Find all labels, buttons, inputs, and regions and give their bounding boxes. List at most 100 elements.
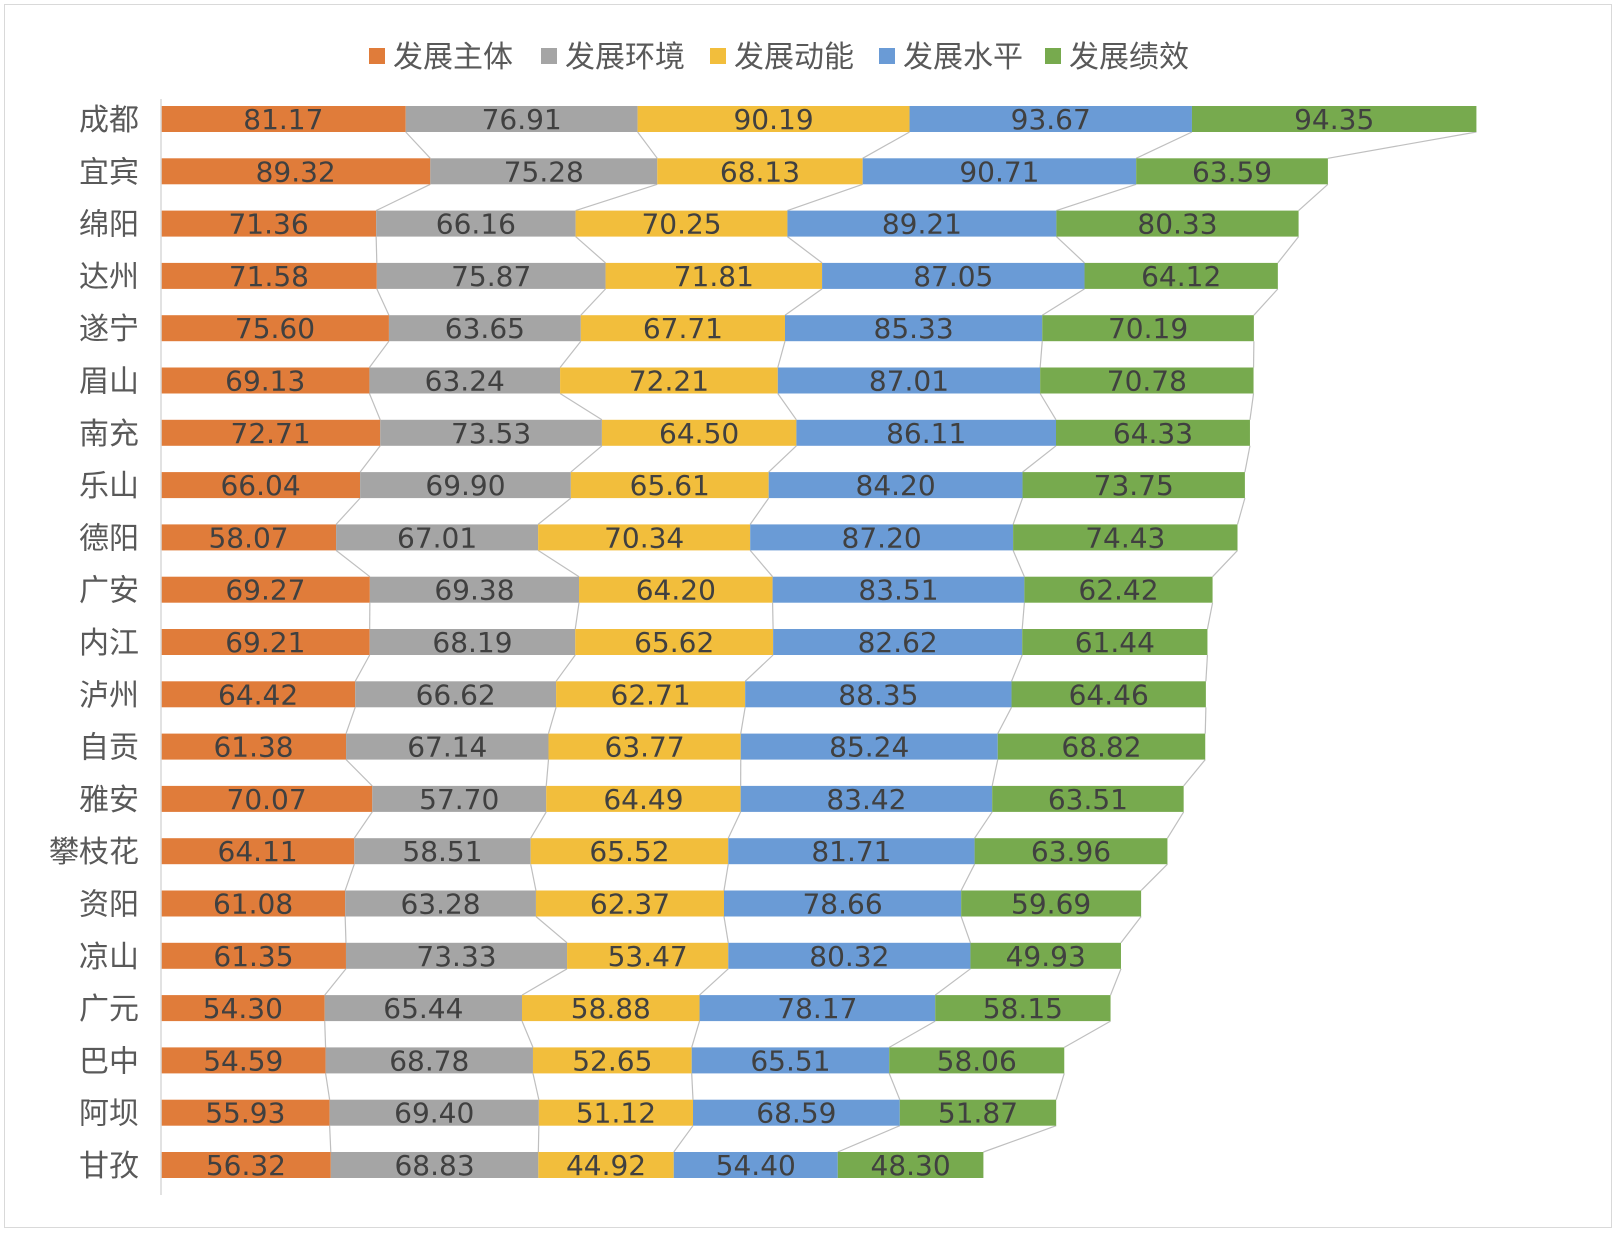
bar-成都-发展动能[interactable]	[637, 106, 910, 132]
bar-眉山-发展水平[interactable]	[777, 367, 1041, 394]
bar-南充-发展主体[interactable]	[161, 419, 381, 446]
bar-雅安-发展动能[interactable]	[546, 785, 741, 812]
bar-广安-发展动能[interactable]	[579, 576, 773, 603]
bar-宜宾-发展绩效[interactable]	[1136, 158, 1328, 185]
bar-成都-发展水平[interactable]	[909, 106, 1192, 132]
bar-广元-发展环境[interactable]	[324, 995, 523, 1022]
bar-自贡-发展主体[interactable]	[161, 733, 347, 760]
bar-广安-发展水平[interactable]	[772, 576, 1025, 603]
bar-乐山-发展水平[interactable]	[768, 472, 1023, 499]
bar-眉山-发展主体[interactable]	[161, 367, 370, 394]
bar-广安-发展绩效[interactable]	[1024, 576, 1213, 603]
legend-label-4[interactable]: 发展水平	[903, 40, 1023, 75]
bar-广安-发展环境[interactable]	[369, 576, 580, 603]
bar-德阳-发展动能[interactable]	[538, 524, 751, 551]
bar-凉山-发展环境[interactable]	[345, 942, 568, 969]
bar-甘孜-发展绩效[interactable]	[837, 1152, 984, 1178]
bar-遂宁-发展动能[interactable]	[580, 315, 785, 342]
bar-南充-发展动能[interactable]	[601, 419, 797, 446]
bar-宜宾-发展主体[interactable]	[161, 158, 431, 185]
bar-绵阳-发展水平[interactable]	[787, 210, 1057, 237]
bar-达州-发展动能[interactable]	[605, 262, 823, 289]
bar-阿坝-发展环境[interactable]	[329, 1099, 539, 1126]
bar-广元-发展水平[interactable]	[699, 995, 936, 1022]
bar-凉山-发展动能[interactable]	[567, 942, 729, 969]
bar-甘孜-发展动能[interactable]	[538, 1152, 674, 1178]
bar-广元-发展动能[interactable]	[522, 995, 700, 1022]
legend-swatch-5[interactable]	[1045, 48, 1061, 64]
bar-雅安-发展环境[interactable]	[372, 785, 547, 812]
bar-甘孜-发展主体[interactable]	[161, 1152, 331, 1178]
bar-宜宾-发展环境[interactable]	[430, 158, 658, 185]
bar-攀枝花-发展绩效[interactable]	[974, 838, 1168, 865]
bar-绵阳-发展主体[interactable]	[161, 210, 377, 237]
bar-泸州-发展环境[interactable]	[355, 681, 557, 708]
bar-绵阳-发展环境[interactable]	[376, 210, 576, 237]
bar-资阳-发展水平[interactable]	[723, 890, 962, 917]
bar-乐山-发展环境[interactable]	[360, 472, 571, 499]
bar-达州-发展环境[interactable]	[376, 262, 606, 289]
bar-攀枝花-发展环境[interactable]	[354, 838, 531, 865]
bar-绵阳-发展动能[interactable]	[575, 210, 788, 237]
legend-label-2[interactable]: 发展环境	[565, 40, 685, 75]
bar-内江-发展环境[interactable]	[369, 629, 576, 655]
legend-swatch-4[interactable]	[879, 48, 895, 64]
bar-乐山-发展动能[interactable]	[570, 472, 769, 499]
bar-达州-发展绩效[interactable]	[1084, 262, 1278, 289]
bar-乐山-发展主体[interactable]	[161, 472, 361, 499]
bar-自贡-发展水平[interactable]	[740, 733, 998, 760]
legend-swatch-1[interactable]	[369, 48, 385, 64]
bar-凉山-发展主体[interactable]	[161, 942, 346, 969]
bar-广安-发展主体[interactable]	[161, 576, 370, 603]
bar-阿坝-发展水平[interactable]	[692, 1099, 900, 1126]
bar-雅安-发展水平[interactable]	[740, 785, 993, 812]
legend-swatch-3[interactable]	[710, 48, 726, 64]
bar-凉山-发展水平[interactable]	[728, 942, 971, 969]
bar-德阳-发展水平[interactable]	[750, 524, 1014, 551]
bar-攀枝花-发展水平[interactable]	[728, 838, 975, 865]
bar-德阳-发展环境[interactable]	[336, 524, 539, 551]
bar-阿坝-发展绩效[interactable]	[899, 1099, 1057, 1126]
bar-雅安-发展绩效[interactable]	[992, 785, 1184, 812]
bar-遂宁-发展水平[interactable]	[784, 315, 1043, 342]
bar-遂宁-发展环境[interactable]	[388, 315, 581, 342]
legend-label-3[interactable]: 发展动能	[734, 40, 854, 75]
bar-巴中-发展环境[interactable]	[325, 1047, 533, 1074]
bar-内江-发展主体[interactable]	[161, 629, 370, 655]
bar-攀枝花-发展动能[interactable]	[530, 838, 729, 865]
bar-内江-发展动能[interactable]	[575, 629, 774, 655]
bar-攀枝花-发展主体[interactable]	[161, 838, 355, 865]
bar-巴中-发展动能[interactable]	[532, 1047, 692, 1074]
bar-成都-发展环境[interactable]	[405, 106, 638, 132]
bar-资阳-发展绩效[interactable]	[961, 890, 1142, 917]
bar-自贡-发展绩效[interactable]	[997, 733, 1206, 760]
bar-达州-发展水平[interactable]	[822, 262, 1085, 289]
bar-巴中-发展绩效[interactable]	[889, 1047, 1065, 1074]
bar-泸州-发展动能[interactable]	[556, 681, 746, 708]
legend-swatch-2[interactable]	[541, 48, 557, 64]
bar-达州-发展主体[interactable]	[161, 262, 377, 289]
bar-雅安-发展主体[interactable]	[161, 785, 373, 812]
bar-眉山-发展环境[interactable]	[369, 367, 561, 394]
bar-自贡-发展环境[interactable]	[346, 733, 549, 760]
bar-绵阳-发展绩效[interactable]	[1056, 210, 1299, 237]
bar-泸州-发展主体[interactable]	[161, 681, 356, 708]
bar-乐山-发展绩效[interactable]	[1022, 472, 1245, 499]
bar-成都-发展绩效[interactable]	[1191, 106, 1477, 132]
bar-广元-发展绩效[interactable]	[935, 995, 1111, 1022]
bar-南充-发展环境[interactable]	[380, 419, 602, 446]
bar-甘孜-发展水平[interactable]	[673, 1152, 838, 1178]
bar-资阳-发展主体[interactable]	[161, 890, 346, 917]
legend-label-5[interactable]: 发展绩效	[1069, 40, 1189, 75]
bar-宜宾-发展动能[interactable]	[657, 158, 863, 185]
bar-眉山-发展绩效[interactable]	[1040, 367, 1254, 394]
bar-阿坝-发展动能[interactable]	[538, 1099, 693, 1126]
bar-凉山-发展绩效[interactable]	[970, 942, 1121, 969]
bar-甘孜-发展环境[interactable]	[330, 1152, 539, 1178]
bar-成都-发展主体[interactable]	[161, 106, 406, 132]
bar-泸州-发展绩效[interactable]	[1011, 681, 1206, 708]
legend-label-1[interactable]: 发展主体	[393, 40, 513, 75]
bar-内江-发展水平[interactable]	[773, 629, 1023, 655]
bar-巴中-发展主体[interactable]	[161, 1047, 326, 1074]
bar-资阳-发展环境[interactable]	[345, 890, 536, 917]
